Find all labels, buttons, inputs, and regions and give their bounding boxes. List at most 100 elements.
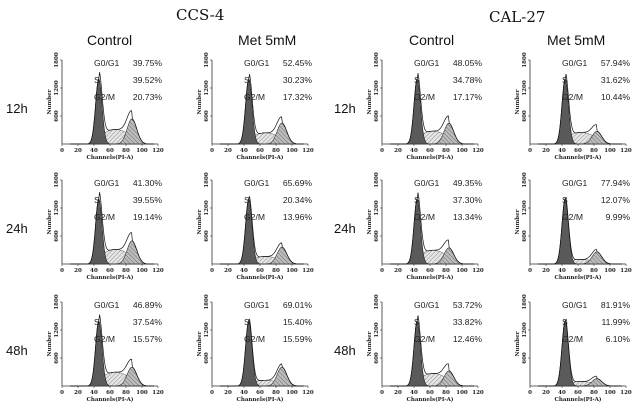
histogram-panel: 0 20 40 60 80 100 120 Channels(PI-A) 600 1200 1800…	[515, 294, 632, 403]
histogram-outline	[70, 314, 154, 387]
phase-label: S	[94, 317, 100, 327]
histogram-outline	[220, 196, 304, 265]
phase-label: S	[562, 75, 568, 85]
col-header-ccs4-met: Met 5mM	[238, 32, 297, 48]
phase-percentage: 12.46%	[453, 334, 483, 344]
phase-percentage: 49.35%	[453, 178, 483, 188]
histogram-panel: 0 20 40 60 80 100 120 Channels(PI-A) 600 1200 1800…	[47, 52, 164, 161]
phase-label: G2/M	[244, 92, 265, 102]
y-tick-label: 1200	[522, 80, 528, 95]
phase-label: G2/M	[94, 334, 115, 344]
y-tick-label: 1200	[374, 322, 380, 337]
y-tick-label: 1800	[204, 294, 210, 309]
phase-label: G2/M	[244, 212, 265, 222]
y-axis-label: Number	[515, 89, 521, 114]
y-tick-label: 1200	[204, 80, 210, 95]
histogram-panel: 0 20 40 60 80 100 120 Channels(PI-A) 600 1200 1800…	[367, 294, 484, 403]
phase-label: S	[562, 195, 568, 205]
phase-percentage: 11.99%	[601, 317, 630, 327]
phase-percentage: 39.55%	[133, 195, 163, 205]
x-tick-label: 100	[136, 148, 148, 154]
x-tick-label: 60	[256, 268, 264, 274]
x-tick-label: 100	[604, 148, 616, 154]
phase-label: G0/G1	[414, 178, 440, 188]
histogram-panel: 0 20 40 60 80 100 120 Channels(PI-A) 600 1200 1800…	[197, 52, 314, 161]
histogram-panel: 0 20 40 60 80 100 120 Channels(PI-A) 600 1200 1800…	[197, 294, 314, 403]
x-tick-label: 60	[256, 148, 264, 154]
x-tick-label: 40	[410, 390, 418, 396]
col-header-ccs4-control: Control	[87, 32, 133, 48]
x-tick-label: 60	[106, 148, 114, 154]
x-tick-label: 20	[224, 148, 232, 154]
phase-percentage: 20.73%	[133, 92, 163, 102]
phase-percentage: 53.72%	[453, 300, 483, 310]
g0g1-peak	[220, 319, 304, 387]
s-phase-area	[390, 250, 474, 265]
x-axis-label: Channels(PI-A)	[236, 396, 283, 403]
x-tick-label: 100	[136, 390, 148, 396]
g0g1-peak	[538, 319, 622, 387]
x-tick-label: 20	[542, 268, 550, 274]
x-tick-label: 0	[60, 148, 64, 154]
y-axis-label: Number	[47, 209, 53, 234]
x-tick-label: 120	[472, 148, 484, 154]
x-tick-label: 40	[410, 268, 418, 274]
y-tick-label: 1800	[374, 172, 380, 187]
s-phase-area	[538, 132, 622, 145]
x-tick-label: 80	[442, 148, 450, 154]
y-tick-label: 600	[204, 110, 210, 122]
phase-percentage: 41.30%	[133, 178, 163, 188]
x-tick-label: 120	[302, 148, 314, 154]
phase-label: G0/G1	[244, 178, 270, 188]
x-tick-label: 60	[426, 268, 434, 274]
x-tick-label: 60	[574, 390, 582, 396]
y-tick-label: 1800	[374, 294, 380, 309]
y-tick-label: 1200	[54, 322, 60, 337]
y-tick-label: 600	[522, 110, 528, 122]
y-tick-label: 600	[374, 352, 380, 364]
histogram-panel: 0 20 40 60 80 100 120 Channels(PI-A) 600 1200 1800…	[47, 172, 164, 281]
phase-label: G0/G1	[94, 58, 120, 68]
x-tick-label: 0	[380, 268, 384, 274]
x-tick-label: 100	[604, 390, 616, 396]
phase-percentage: 10.44%	[601, 92, 631, 102]
x-tick-label: 120	[152, 390, 164, 396]
phase-label: G0/G1	[562, 178, 588, 188]
phase-label: G2/M	[94, 212, 115, 222]
x-tick-label: 100	[286, 390, 298, 396]
histogram-outline	[220, 318, 304, 387]
cell-line-title-cal27: CAL-27	[489, 8, 546, 26]
x-axis-label: Channels(PI-A)	[406, 154, 453, 161]
x-tick-label: 100	[286, 148, 298, 154]
phase-label: S	[244, 195, 250, 205]
y-tick-label: 600	[204, 352, 210, 364]
y-tick-label: 1800	[374, 52, 380, 67]
x-tick-label: 0	[60, 268, 64, 274]
x-tick-label: 0	[380, 148, 384, 154]
y-tick-label: 1200	[522, 200, 528, 215]
x-tick-label: 20	[224, 390, 232, 396]
phase-label: S	[94, 195, 100, 205]
x-tick-label: 40	[240, 390, 248, 396]
x-tick-label: 80	[272, 390, 280, 396]
x-axis-label: Channels(PI-A)	[406, 396, 453, 403]
phase-label: S	[244, 317, 250, 327]
histogram-outline	[390, 73, 474, 145]
phase-percentage: 6.10%	[606, 334, 631, 344]
y-tick-label: 1200	[204, 322, 210, 337]
g0g1-peak	[220, 197, 304, 265]
x-tick-label: 80	[442, 268, 450, 274]
y-tick-label: 600	[374, 110, 380, 122]
x-tick-label: 120	[152, 148, 164, 154]
x-tick-label: 60	[574, 268, 582, 274]
x-tick-label: 80	[590, 390, 598, 396]
phase-label: G2/M	[244, 334, 265, 344]
phase-percentage: 15.40%	[283, 317, 313, 327]
phase-percentage: 19.14%	[133, 212, 163, 222]
phase-label: S	[414, 317, 420, 327]
histogram-panel: 0 20 40 60 80 100 120 Channels(PI-A) 600 1200 1800…	[367, 52, 484, 161]
phase-label: G0/G1	[414, 300, 440, 310]
histogram-outline	[70, 192, 154, 265]
phase-label: G0/G1	[94, 178, 120, 188]
x-tick-label: 120	[152, 268, 164, 274]
